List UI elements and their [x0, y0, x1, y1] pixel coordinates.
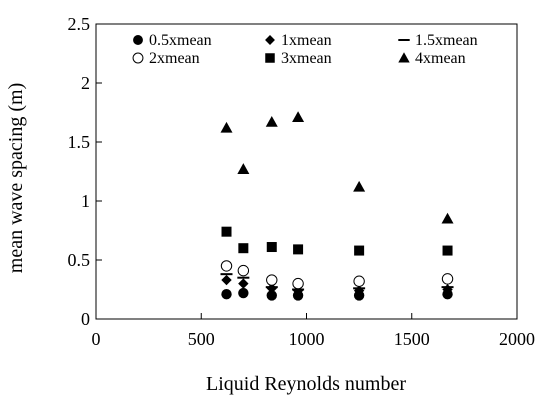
data-point: [441, 212, 454, 224]
data-point: [237, 163, 250, 174]
data-point: [238, 243, 249, 254]
x-tick-label: 500: [188, 329, 215, 349]
data-point: [266, 283, 277, 294]
legend-marker: [133, 35, 143, 45]
legend-item: 1.5xmean: [398, 32, 478, 49]
data-point: [292, 277, 304, 290]
legend: 0.5xmean 1xmean 1.5xmean 2xmean 3xmean 4xmean: [132, 32, 478, 67]
legend-item: 1xmean: [265, 32, 332, 49]
y-tick-label: 2: [81, 73, 90, 93]
legend-label: 3xmean: [281, 50, 332, 67]
data-point: [220, 260, 233, 272]
data-point: [293, 244, 304, 255]
data-point: [292, 111, 305, 123]
legend-item: 2xmean: [132, 50, 200, 67]
series-2xmean: [220, 260, 454, 290]
legend-label: 1.5xmean: [415, 32, 478, 49]
legend-label: 1xmean: [281, 32, 332, 49]
data-point: [265, 115, 278, 127]
legend-item: 0.5xmean: [133, 32, 212, 49]
data-point: [238, 287, 249, 299]
y-tick-label: 0: [81, 309, 90, 329]
plot-area: [95, 23, 518, 320]
legend-label: 2xmean: [149, 50, 200, 67]
plot-frame: [95, 23, 518, 320]
data-marks: [220, 111, 454, 301]
y-axis-title: mean wave spacing (m): [5, 83, 27, 273]
data-point: [266, 274, 278, 286]
series-0-5xmean: [221, 287, 453, 301]
series-1-5xmean: [220, 273, 454, 291]
data-point: [354, 245, 365, 256]
x-tick-label: 1000: [289, 329, 325, 349]
legend-marker: [265, 35, 275, 45]
legend-label: 4xmean: [415, 50, 466, 67]
series-3xmean: [221, 226, 453, 256]
data-point: [442, 245, 453, 256]
legend-item: 3xmean: [265, 50, 332, 67]
data-point: [221, 226, 232, 237]
series-1xmean: [221, 274, 453, 296]
data-point: [220, 121, 233, 133]
x-tick-label: 2000: [499, 329, 535, 349]
data-point: [353, 275, 365, 287]
y-tick-label: 1: [81, 191, 90, 211]
y-tick-label: 1.5: [68, 132, 91, 152]
data-point: [441, 273, 454, 285]
data-point: [266, 290, 277, 301]
legend-marker: [398, 52, 410, 63]
x-tick-label: 0: [92, 329, 101, 349]
x-axis-title: Liquid Reynolds number: [206, 373, 406, 395]
y-tick-label: 0.5: [68, 250, 91, 270]
data-point: [221, 274, 232, 286]
data-point: [238, 278, 249, 289]
y-axis: 0 0.5 1 1.5 2 2.5: [68, 14, 102, 329]
legend-item: 4xmean: [398, 50, 466, 67]
legend-marker: [132, 52, 144, 64]
data-point: [353, 180, 366, 192]
data-point: [237, 264, 250, 277]
x-axis: 0 500 1000 1500 2000: [92, 313, 535, 349]
series-4xmean: [220, 111, 454, 224]
legend-label: 0.5xmean: [149, 32, 212, 49]
x-tick-label: 1500: [394, 329, 430, 349]
y-tick-label: 2.5: [68, 14, 91, 34]
data-point: [221, 289, 232, 300]
data-point: [266, 242, 277, 253]
legend-marker: [265, 53, 275, 63]
